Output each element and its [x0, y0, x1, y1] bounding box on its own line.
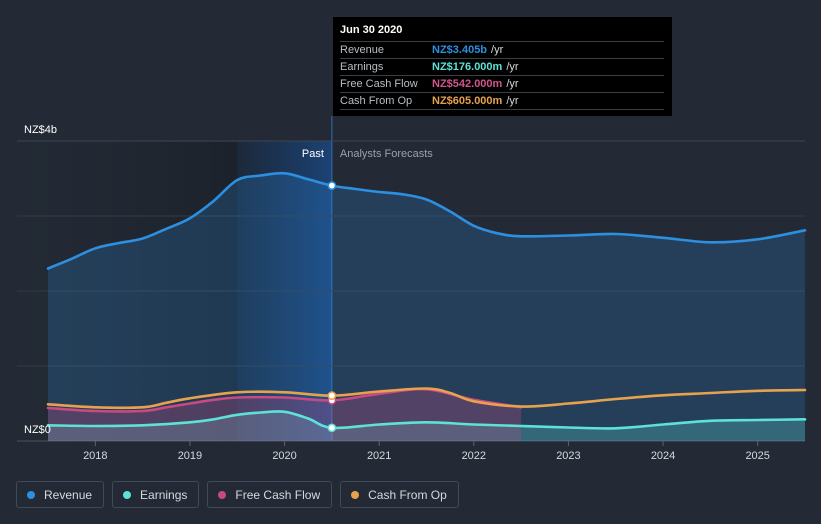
- tooltip-label: Cash From Op: [340, 95, 413, 107]
- tooltip-unit: /yr: [506, 95, 519, 107]
- legend-item-earnings[interactable]: Earnings: [112, 481, 200, 508]
- x-tick-label: 2018: [83, 450, 107, 462]
- past-label: Past: [302, 148, 324, 160]
- revenue-area: [48, 173, 805, 442]
- tooltip-unit: /yr: [491, 44, 504, 56]
- forecast-label: Analysts Forecasts: [340, 148, 433, 160]
- tooltip-date: Jun 30 2020: [340, 24, 664, 42]
- x-tick-label: 2025: [745, 450, 769, 462]
- legend-item-free-cash-flow[interactable]: Free Cash Flow: [207, 481, 333, 508]
- tooltip-row-earnings: Earnings NZ$176.000m /yr: [340, 59, 664, 76]
- tooltip-row-cash-from-op: Cash From Op NZ$605.000m /yr: [340, 93, 664, 110]
- legend-item-cash-from-op[interactable]: Cash From Op: [340, 481, 459, 508]
- tooltip-label: Revenue: [340, 44, 385, 56]
- legend-label: Free Cash Flow: [235, 487, 321, 502]
- tooltip-value: NZ$542.000m: [432, 78, 503, 90]
- cash-from-op-marker: [327, 391, 337, 400]
- tooltip-row-free-cash-flow: Free Cash Flow NZ$542.000m /yr: [340, 76, 664, 93]
- free-cash-flow-area: [48, 389, 522, 441]
- revenue-line: [46, 171, 807, 270]
- tooltip-label: Earnings: [340, 61, 384, 73]
- y-axis-top-label: NZ$4b: [24, 124, 57, 136]
- x-tick-label: 2022: [462, 450, 486, 462]
- legend: Revenue Earnings Free Cash Flow Cash Fro…: [16, 481, 459, 508]
- earnings-marker: [327, 423, 337, 433]
- x-tick-label: 2020: [272, 450, 296, 462]
- tooltip-unit: /yr: [506, 61, 519, 73]
- tooltip: Jun 30 2020 Revenue NZ$3.405b /yr Earnin…: [333, 17, 672, 116]
- legend-dot-icon: [218, 490, 227, 499]
- earnings-area: [48, 411, 805, 441]
- x-tick-label: 2024: [651, 450, 675, 462]
- x-tick-label: 2021: [367, 450, 391, 462]
- legend-label: Earnings: [140, 487, 188, 502]
- legend-label: Cash From Op: [368, 487, 447, 502]
- tooltip-value: NZ$176.000m: [432, 61, 503, 73]
- earnings-line: [46, 410, 807, 430]
- legend-dot-icon: [351, 490, 360, 499]
- legend-label: Revenue: [44, 487, 93, 502]
- legend-dot-icon: [27, 490, 35, 499]
- tooltip-unit: /yr: [506, 78, 519, 90]
- x-tick-label: 2019: [178, 450, 202, 462]
- legend-dot-icon: [123, 490, 132, 499]
- y-axis-bottom-label: NZ$0: [24, 424, 51, 436]
- legend-item-revenue[interactable]: Revenue: [16, 481, 105, 508]
- x-tick-label: 2023: [556, 450, 580, 462]
- tooltip-value: NZ$605.000m: [432, 95, 503, 107]
- tooltip-label: Free Cash Flow: [340, 78, 418, 90]
- tooltip-row-revenue: Revenue NZ$3.405b /yr: [340, 42, 664, 59]
- cash-from-op-line: [46, 387, 807, 410]
- revenue-marker: [327, 181, 337, 190]
- tooltip-value: NZ$3.405b: [432, 44, 488, 56]
